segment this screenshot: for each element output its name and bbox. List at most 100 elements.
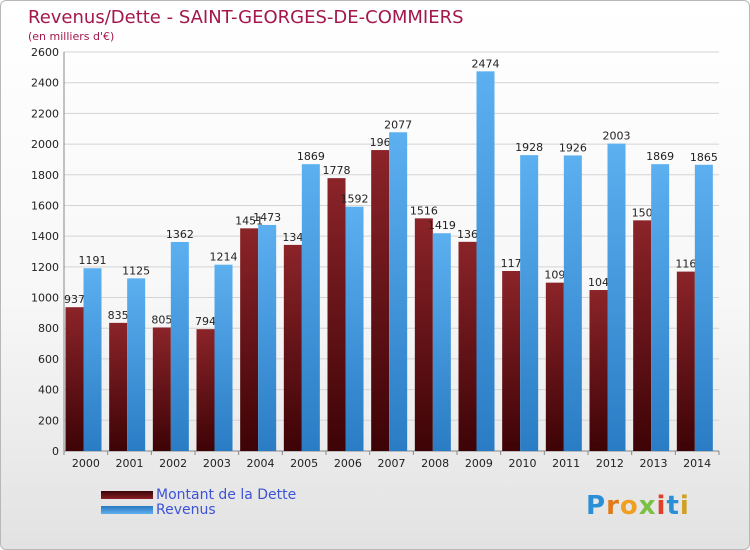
data-label: 2474: [472, 57, 500, 70]
y-tick-label: 600: [38, 353, 59, 366]
logo-letter: i: [656, 491, 667, 521]
data-label: 835: [108, 309, 129, 322]
data-label: 1516: [410, 204, 438, 217]
y-tick-label: 2400: [31, 77, 59, 90]
x-tick-label: 2000: [72, 457, 100, 470]
bar-dette: [65, 307, 84, 451]
logo-letter: r: [606, 491, 620, 521]
legend-label-dette: Montant de la Dette: [156, 487, 297, 503]
bar-dette: [196, 329, 215, 451]
data-label: 2077: [384, 118, 412, 131]
bar-dette: [589, 290, 608, 451]
x-tick-label: 2005: [290, 457, 318, 470]
y-tick-label: 200: [38, 414, 59, 427]
bar-revenus: [651, 164, 670, 451]
x-tick-label: 2013: [640, 457, 668, 470]
y-tick-label: 2200: [31, 107, 59, 120]
data-label: 1592: [341, 193, 369, 206]
data-label: 1869: [646, 150, 674, 163]
data-label: 1869: [297, 150, 325, 163]
data-label: 1926: [559, 141, 587, 154]
bar-revenus: [432, 233, 451, 451]
x-tick-label: 2010: [509, 457, 537, 470]
x-tick-label: 2007: [378, 457, 406, 470]
data-label: 1419: [428, 219, 456, 232]
bar-revenus: [127, 278, 146, 451]
y-tick-label: 2600: [31, 46, 59, 59]
logo-letter: P: [586, 491, 607, 521]
logo-letter: t: [666, 491, 680, 521]
x-tick-label: 2006: [334, 457, 362, 470]
bar-revenus: [607, 143, 626, 452]
legend-label-revenus: Revenus: [156, 502, 216, 518]
x-tick-label: 2001: [116, 457, 144, 470]
bar-dette: [327, 178, 346, 451]
x-tick-label: 2014: [683, 457, 711, 470]
data-label: 805: [151, 313, 172, 326]
y-tick-label: 1400: [31, 230, 59, 243]
bar-revenus: [214, 264, 233, 451]
data-label: 109: [544, 269, 565, 282]
data-label: 937: [64, 293, 85, 306]
bar-dette: [545, 282, 564, 451]
bar-revenus: [476, 71, 495, 451]
x-tick-label: 2003: [203, 457, 231, 470]
bar-revenus: [520, 155, 539, 451]
data-label: 150: [632, 206, 653, 219]
data-label: 2003: [603, 130, 631, 143]
bar-revenus: [83, 268, 102, 451]
data-label: 1473: [253, 211, 281, 224]
bar-revenus: [563, 155, 582, 451]
y-tick-label: 0: [52, 445, 59, 458]
bar-revenus: [258, 224, 277, 451]
logo-letter: i: [679, 491, 690, 521]
y-tick-label: 1000: [31, 292, 59, 305]
data-label: 104: [588, 276, 609, 289]
bar-dette: [414, 218, 433, 451]
legend-swatch-dette: [101, 491, 153, 499]
bar-revenus: [389, 132, 408, 452]
data-label: 1125: [122, 264, 150, 277]
x-tick-label: 2002: [159, 457, 187, 470]
data-label: 116: [675, 258, 696, 271]
data-label: 1778: [323, 164, 351, 177]
logo-letter: o: [619, 491, 639, 521]
logo-letter: x: [638, 491, 657, 521]
bar-revenus: [301, 164, 320, 451]
x-tick-label: 2009: [465, 457, 493, 470]
x-tick-label: 2008: [421, 457, 449, 470]
data-label: 136: [457, 228, 478, 241]
proxiti-logo: Proxiti: [586, 491, 690, 521]
x-tick-label: 2011: [552, 457, 580, 470]
x-tick-label: 2004: [247, 457, 275, 470]
data-label: 1865: [690, 151, 718, 164]
data-label: 1191: [79, 254, 107, 267]
legend-swatch-revenus: [101, 506, 153, 514]
bar-dette: [152, 327, 171, 451]
bar-dette: [458, 241, 477, 451]
y-tick-label: 1200: [31, 261, 59, 274]
bar-dette: [633, 220, 652, 451]
legend-item-revenus: Revenus: [101, 502, 216, 518]
bar-revenus: [694, 164, 713, 451]
bar-dette: [109, 322, 128, 451]
chart-subtitle: (en milliers d'€): [28, 30, 115, 43]
y-tick-label: 800: [38, 322, 59, 335]
y-tick-label: 1800: [31, 169, 59, 182]
data-label: 117: [501, 257, 522, 270]
data-label: 1451: [235, 214, 263, 227]
data-label: 1362: [166, 228, 194, 241]
bar-dette: [283, 244, 302, 451]
bar-revenus: [345, 206, 364, 451]
y-tick-label: 2000: [31, 138, 59, 151]
bar-dette: [502, 270, 521, 451]
data-label: 196: [370, 136, 391, 149]
legend-item-dette: Montant de la Dette: [101, 487, 296, 503]
chart-title: Revenus/Dette - SAINT-GEORGES-DE-COMMIER…: [28, 7, 464, 28]
y-tick-label: 400: [38, 384, 59, 397]
bar-dette: [371, 150, 390, 451]
data-label: 1214: [210, 251, 238, 264]
data-label: 134: [282, 231, 303, 244]
bar-revenus: [170, 241, 189, 451]
